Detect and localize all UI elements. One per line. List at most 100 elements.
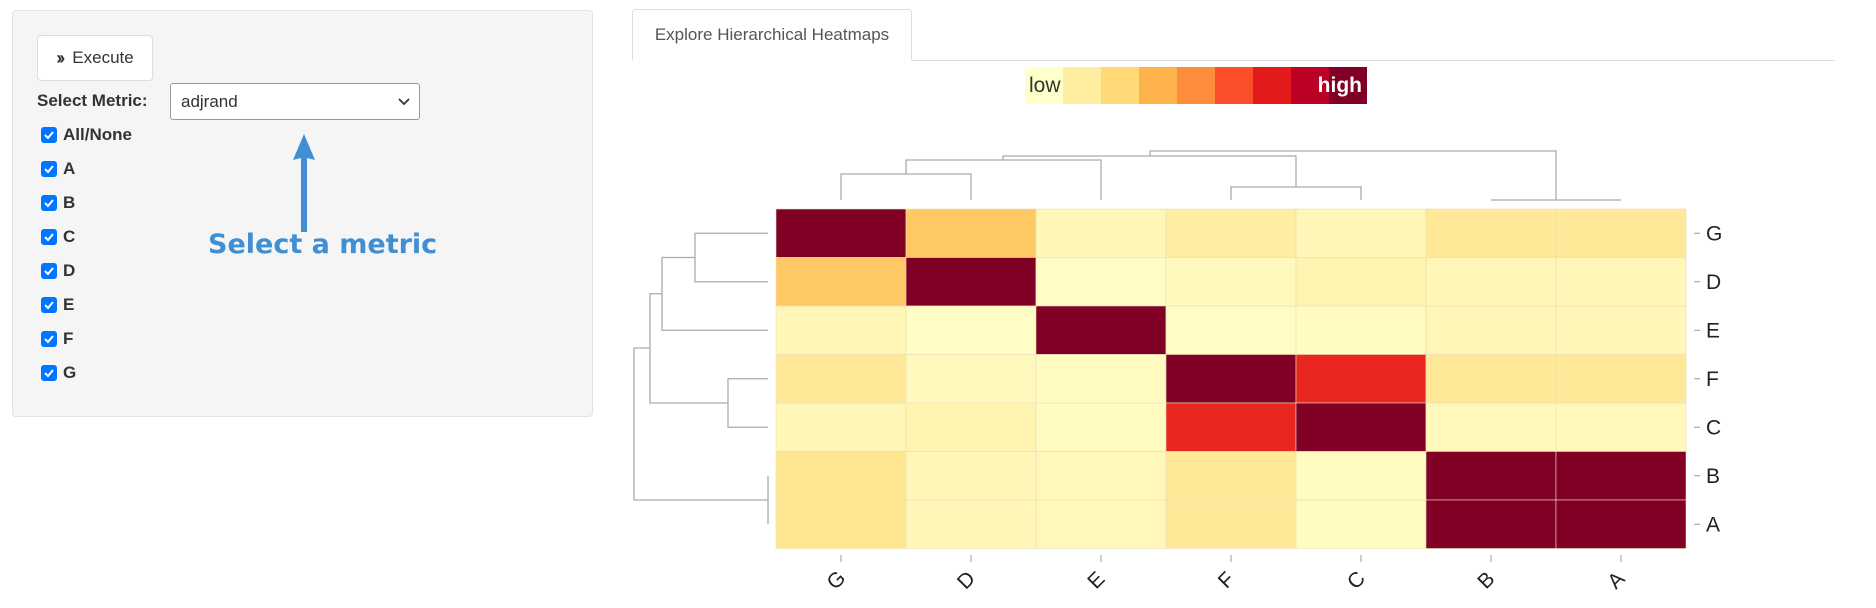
- heatmap-cell[interactable]: [1295, 257, 1427, 307]
- dendrogram: [633, 150, 1621, 525]
- heatmap-cell[interactable]: [775, 451, 907, 501]
- checkbox-row[interactable]: B: [41, 192, 132, 226]
- checkbox-row[interactable]: F: [41, 328, 132, 362]
- row-label: E: [1706, 319, 1720, 342]
- row-label: C: [1706, 416, 1721, 439]
- legend-swatch: [1177, 67, 1215, 104]
- heatmap-cell[interactable]: [1555, 354, 1687, 404]
- checkbox-label: C: [63, 227, 76, 246]
- checkbox[interactable]: [41, 127, 57, 143]
- heatmap-cell[interactable]: [905, 499, 1037, 549]
- col-label: F: [1214, 568, 1239, 593]
- heatmap-cell[interactable]: [1425, 451, 1557, 501]
- checkbox-row[interactable]: E: [41, 294, 132, 328]
- checkbox-row[interactable]: All/None: [41, 124, 132, 158]
- checkbox-row[interactable]: D: [41, 260, 132, 294]
- legend-swatch: [1291, 67, 1329, 104]
- heatmap-cell[interactable]: [1295, 499, 1427, 549]
- checkbox[interactable]: [41, 161, 57, 177]
- double-chevron-right-icon: ››: [56, 47, 65, 68]
- heatmap-cell[interactable]: [1295, 354, 1427, 404]
- heatmap-cell[interactable]: [1165, 208, 1297, 258]
- heatmap-cell[interactable]: [905, 208, 1037, 258]
- heatmap-cell[interactable]: [775, 402, 907, 452]
- heatmap-cell[interactable]: [1425, 354, 1557, 404]
- heatmap-cell[interactable]: [1035, 305, 1167, 355]
- heatmap-cell[interactable]: [1555, 305, 1687, 355]
- col-label: C: [1343, 567, 1370, 594]
- dendrogram-branch: [633, 347, 768, 501]
- heatmap-cell[interactable]: [1425, 257, 1557, 307]
- heatmap-cell[interactable]: [1035, 402, 1167, 452]
- metric-select[interactable]: adjrand: [170, 83, 420, 120]
- row-label: D: [1706, 271, 1721, 294]
- heatmap-cell[interactable]: [1165, 305, 1297, 355]
- heatmap-cell[interactable]: [1555, 208, 1687, 258]
- checkbox-row[interactable]: G: [41, 362, 132, 396]
- heatmap-cell[interactable]: [1035, 451, 1167, 501]
- dendrogram-branch: [1149, 150, 1557, 200]
- heatmap-cell[interactable]: [775, 354, 907, 404]
- heatmap-cell[interactable]: [1035, 499, 1167, 549]
- heatmap-cell[interactable]: [775, 305, 907, 355]
- heatmap-cell[interactable]: [905, 451, 1037, 501]
- checkbox[interactable]: [41, 331, 57, 347]
- checkbox-row[interactable]: C: [41, 226, 132, 260]
- checkbox[interactable]: [41, 297, 57, 313]
- chevron-down-icon: [397, 93, 411, 113]
- heatmap-cell[interactable]: [905, 305, 1037, 355]
- execute-label: Execute: [72, 48, 134, 67]
- heatmap-cell[interactable]: [1165, 451, 1297, 501]
- heatmap-cell[interactable]: [905, 402, 1037, 452]
- heatmap-cell[interactable]: [1165, 402, 1297, 452]
- heatmap-cell[interactable]: [1555, 499, 1687, 549]
- heatmap-cell[interactable]: [1425, 499, 1557, 549]
- arrow-up-icon: [289, 130, 319, 241]
- heatmap-cell[interactable]: [775, 257, 907, 307]
- checkbox-label: A: [63, 159, 76, 178]
- heatmap-cell[interactable]: [1035, 257, 1167, 307]
- checkbox[interactable]: [41, 365, 57, 381]
- heatmap-cell[interactable]: [905, 257, 1037, 307]
- heatmap-cell[interactable]: [1165, 257, 1297, 307]
- dendrogram-branch: [1230, 186, 1362, 200]
- execute-button[interactable]: ›› Execute: [37, 35, 153, 81]
- heatmap-cell[interactable]: [1425, 208, 1557, 258]
- col-label: B: [1473, 567, 1499, 593]
- heatmap-cell[interactable]: [1035, 208, 1167, 258]
- heatmap-cell[interactable]: [1165, 354, 1297, 404]
- dendrogram-branch: [727, 378, 768, 428]
- heatmap-cells: [775, 208, 1687, 549]
- tab-label: Explore Hierarchical Heatmaps: [654, 25, 890, 44]
- row-label: A: [1706, 513, 1720, 536]
- heatmap-cell[interactable]: [1295, 402, 1427, 452]
- heatmap-cell[interactable]: [1165, 499, 1297, 549]
- heatmap-cell[interactable]: [1425, 402, 1557, 452]
- heatmap-cell[interactable]: [1035, 354, 1167, 404]
- row-label: B: [1706, 465, 1720, 488]
- checkbox[interactable]: [41, 263, 57, 279]
- checkbox[interactable]: [41, 195, 57, 211]
- heatmap-cell[interactable]: [1555, 257, 1687, 307]
- checkbox-label: B: [63, 193, 76, 212]
- col-label: A: [1603, 567, 1629, 593]
- legend-high-label: high: [1318, 74, 1362, 97]
- heatmap-cell[interactable]: [905, 354, 1037, 404]
- heatmap-cell[interactable]: [1555, 451, 1687, 501]
- heatmap-cell[interactable]: [1555, 402, 1687, 452]
- color-legend: low high: [1025, 67, 1367, 104]
- col-label: E: [1083, 567, 1109, 593]
- heatmap-cell[interactable]: [775, 499, 907, 549]
- metric-label: Select Metric:: [37, 91, 148, 110]
- checkbox[interactable]: [41, 229, 57, 245]
- annotation-text: Select a metric: [208, 229, 438, 260]
- checkbox-row[interactable]: A: [41, 158, 132, 192]
- heatmap-cell[interactable]: [1425, 305, 1557, 355]
- checkbox-label: F: [63, 329, 74, 348]
- heatmap-cell[interactable]: [775, 208, 907, 258]
- heatmap-cell[interactable]: [1295, 305, 1427, 355]
- heatmap-cell[interactable]: [1295, 451, 1427, 501]
- heatmap-cell[interactable]: [1295, 208, 1427, 258]
- tab-explore-heatmaps[interactable]: Explore Hierarchical Heatmaps: [632, 9, 912, 61]
